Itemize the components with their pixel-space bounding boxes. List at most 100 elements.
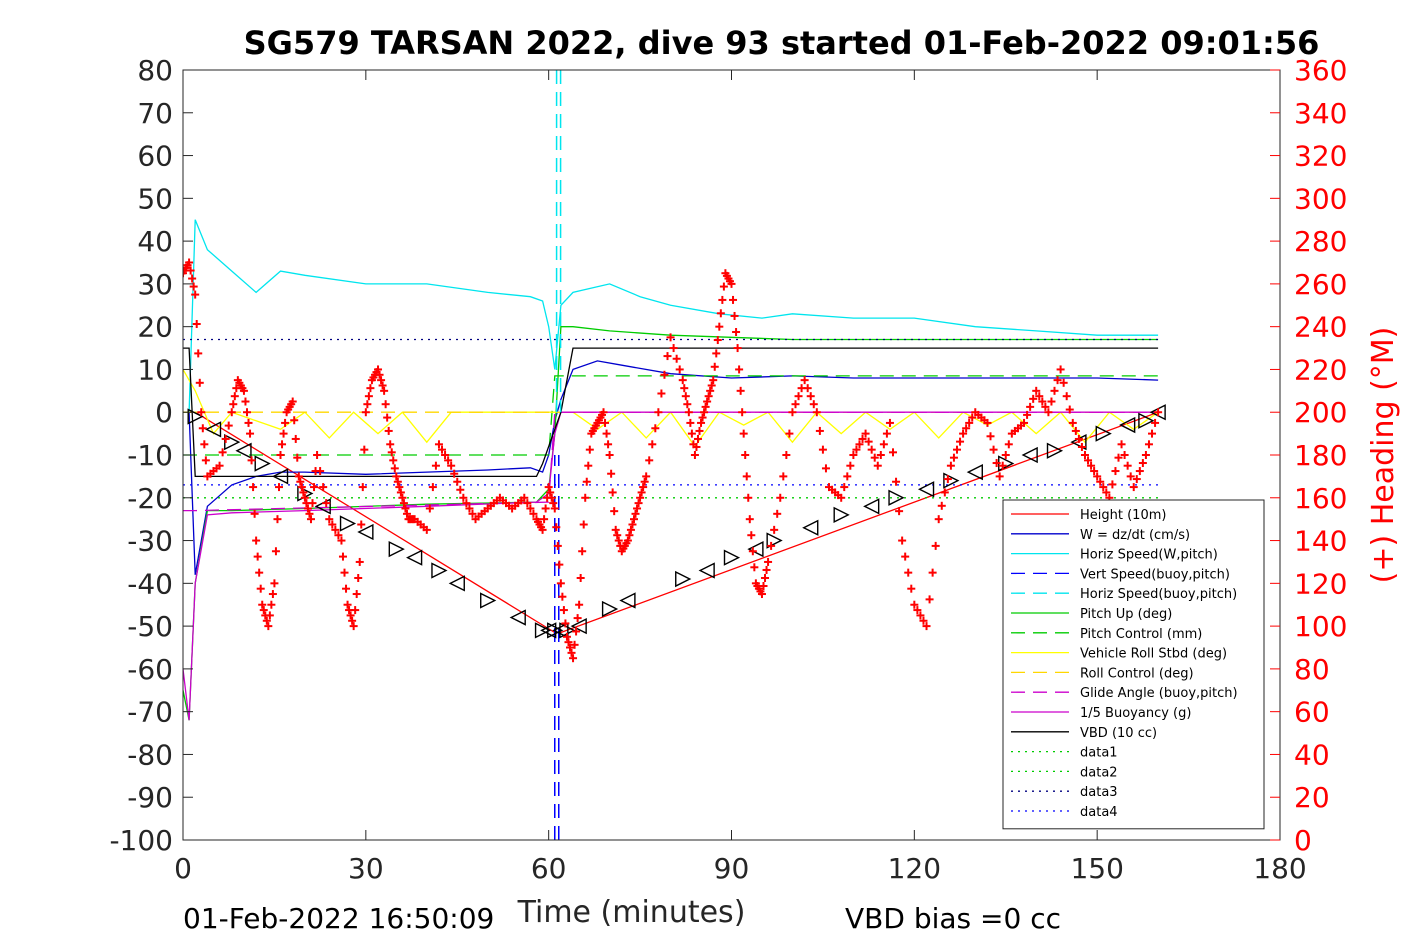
heading-point — [815, 426, 824, 435]
heading-point — [253, 552, 262, 561]
heading-point — [1035, 392, 1044, 401]
heading-point — [626, 525, 635, 534]
heading-point — [572, 627, 581, 636]
heading-point — [1020, 418, 1029, 427]
heading-point — [294, 472, 303, 481]
heading-point — [663, 352, 672, 361]
legend-entry: Horiz Speed(buoy,pitch) — [1011, 587, 1237, 602]
heading-point — [374, 365, 383, 374]
heading-point — [247, 456, 256, 465]
legend-entry: data4 — [1011, 805, 1118, 820]
heading-point — [271, 547, 280, 556]
heading-point — [256, 584, 265, 593]
heading-point — [198, 424, 207, 433]
heading-point — [1056, 365, 1065, 374]
legend-label: 1/5 Buoyancy (g) — [1080, 706, 1191, 721]
heading-point — [299, 488, 308, 497]
heading-point — [274, 483, 283, 492]
heading-point — [343, 600, 352, 609]
heading-point — [1120, 451, 1129, 459]
y-tick-label-left: 80 — [137, 54, 173, 87]
heading-point — [387, 448, 396, 457]
heading-point — [657, 389, 666, 398]
heading-point — [313, 451, 322, 459]
heading-point — [940, 488, 949, 497]
triangle-marker-4 — [254, 455, 271, 472]
heading-point — [349, 622, 358, 631]
heading-point — [576, 573, 585, 582]
triangle-marker-29 — [802, 519, 819, 536]
heading-point — [278, 440, 287, 449]
y-tick-label-left: -100 — [109, 824, 173, 857]
heading-point — [747, 531, 756, 540]
heading-point — [956, 437, 965, 446]
heading-point — [308, 499, 317, 508]
heading-point — [629, 515, 638, 524]
heading-point — [459, 493, 468, 502]
heading-point — [730, 311, 739, 320]
heading-point — [195, 378, 204, 387]
heading-point — [943, 475, 952, 484]
heading-point — [738, 408, 747, 417]
heading-point — [631, 509, 640, 518]
y-tick-label-left: -60 — [127, 653, 173, 686]
legend-entry: VBD (10 cc) — [1011, 726, 1157, 741]
heading-point — [651, 424, 660, 433]
heading-point — [550, 504, 559, 513]
y-tick-label-left: -70 — [127, 696, 173, 729]
legend-label: Glide Angle (buoy,pitch) — [1080, 686, 1238, 701]
heading-point — [197, 408, 206, 417]
heading-point — [447, 461, 456, 470]
triangle-marker-18 — [547, 622, 564, 639]
heading-point — [639, 483, 648, 492]
heading-point — [864, 437, 873, 446]
heading-point — [1108, 480, 1117, 489]
triangle-marker-16 — [534, 622, 552, 639]
heading-point — [642, 472, 651, 481]
heading-point — [338, 552, 347, 561]
heading-point — [559, 606, 568, 615]
series-line-8 — [183, 411, 1159, 512]
triangle-marker-33 — [917, 481, 935, 498]
x-tick-label: 150 — [1070, 852, 1123, 885]
heading-point — [892, 477, 901, 486]
heading-point — [934, 515, 943, 524]
heading-point — [916, 611, 925, 620]
heading-point — [701, 402, 710, 411]
heading-point — [252, 536, 261, 545]
heading-point — [692, 442, 701, 451]
y-tick-label-right: 360 — [1294, 54, 1347, 87]
heading-point — [992, 459, 1001, 468]
heading-point — [729, 295, 738, 304]
heading-point — [1071, 426, 1080, 435]
heading-point — [547, 493, 556, 502]
heading-point — [268, 590, 277, 599]
y-tick-label-right: 200 — [1294, 396, 1347, 429]
heading-point — [821, 464, 830, 473]
heading-point — [465, 504, 474, 513]
heading-point — [898, 536, 907, 545]
heading-point — [713, 336, 722, 345]
legend-entry: W = dz/dt (cm/s) — [1011, 528, 1190, 543]
chart-title: SG579 TARSAN 2022, dive 93 started 01-Fe… — [244, 24, 1320, 62]
legend-label: data4 — [1080, 805, 1118, 820]
heading-point — [570, 640, 579, 649]
y-axis-label-right: (+) Heading (°M) — [1366, 327, 1401, 584]
heading-point — [241, 397, 250, 406]
heading-point — [634, 499, 643, 508]
heading-point — [946, 461, 955, 470]
heading-point — [358, 483, 367, 492]
heading-point — [800, 376, 809, 385]
heading-point — [640, 477, 649, 486]
heading-point — [316, 467, 325, 476]
heading-point — [270, 579, 279, 588]
heading-point — [712, 349, 721, 358]
heading-point — [1032, 386, 1041, 395]
triangle-marker-10 — [388, 540, 405, 558]
triangle-marker-11 — [406, 549, 423, 566]
heading-point — [628, 520, 637, 529]
heading-point — [852, 445, 861, 454]
heading-point — [227, 408, 236, 417]
y-tick-label-right: 140 — [1294, 525, 1347, 558]
heading-point — [1062, 392, 1071, 401]
